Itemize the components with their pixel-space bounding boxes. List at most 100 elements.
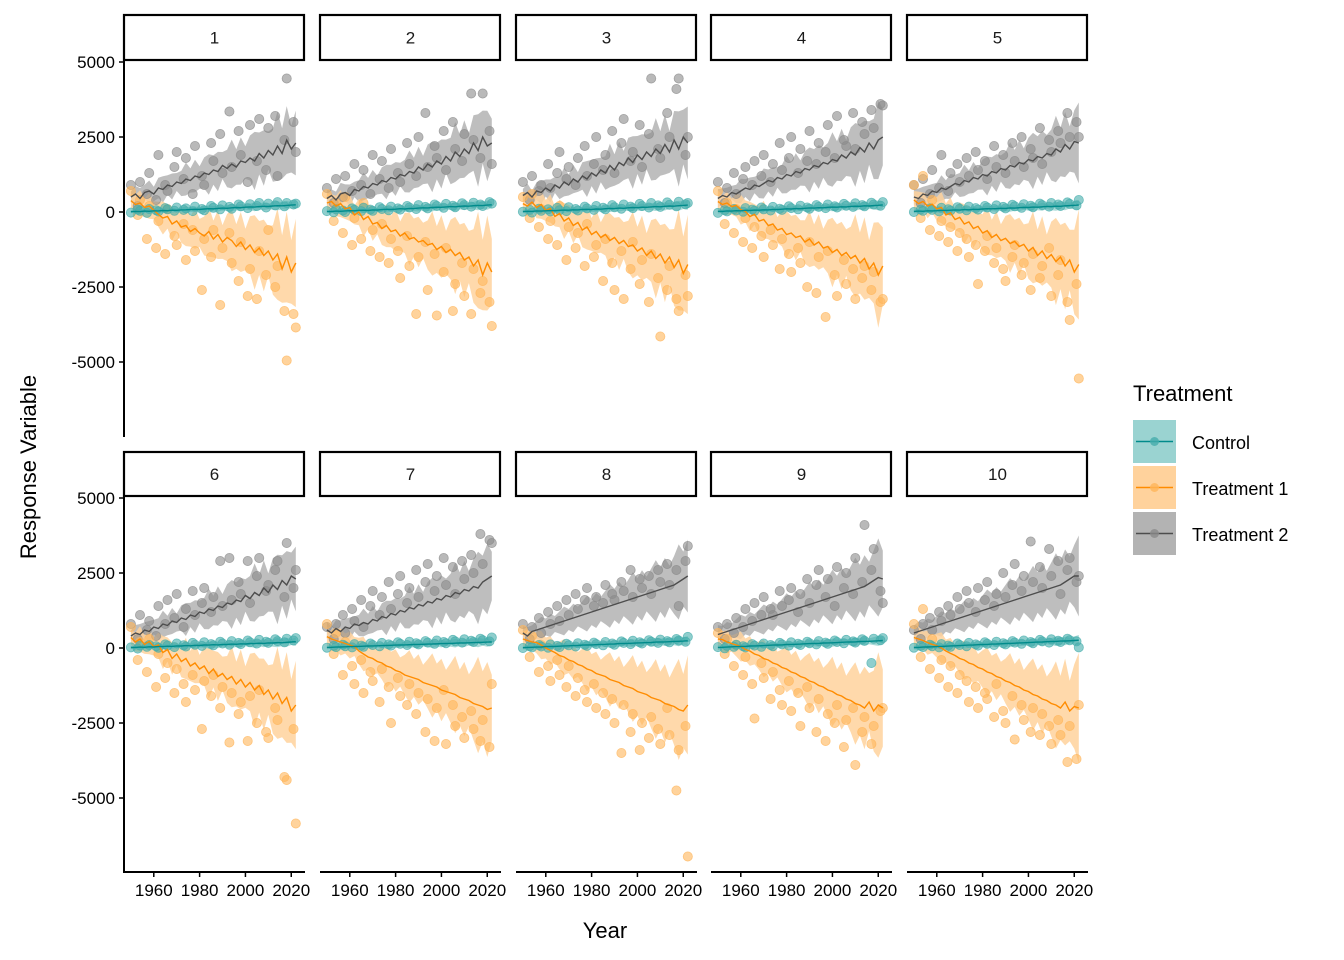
point-treatment-1 (385, 718, 396, 729)
point-treatment-1 (374, 697, 385, 708)
point-treatment-1 (561, 682, 572, 693)
point-treatment-1 (383, 682, 394, 693)
point-treatment-2 (936, 149, 947, 160)
point-treatment-2 (215, 556, 226, 567)
point-treatment-2 (208, 155, 219, 166)
point-treatment-1 (422, 284, 433, 295)
line-control (326, 641, 492, 649)
point-treatment-1 (358, 688, 369, 699)
point-treatment-2 (1053, 556, 1064, 567)
point-treatment-1 (356, 655, 367, 666)
point-treatment-2 (671, 565, 682, 576)
point-treatment-1 (272, 715, 283, 726)
point-treatment-1 (973, 703, 984, 714)
point-treatment-2 (254, 553, 265, 564)
facet-panel-6: 6 1960 1980 2000 2020 5000 2500 0 -2500 -5000 (72, 450, 310, 900)
point-treatment-2 (616, 577, 627, 588)
point-treatment-1 (991, 679, 1002, 690)
facet-panel-9: 9 1960 1980 2000 2020 (709, 450, 897, 900)
point-treatment-2 (579, 595, 590, 606)
point-treatment-1 (682, 290, 693, 301)
point-treatment-1 (664, 730, 675, 741)
point-treatment-1 (199, 233, 210, 244)
line-treatment-2 (913, 140, 1080, 200)
line-treatment-2 (717, 576, 884, 636)
point-treatment-1 (738, 236, 749, 247)
point-treatment-2 (875, 586, 886, 597)
facet-strip-label: 2 (406, 29, 415, 48)
point-treatment-2 (662, 108, 673, 119)
point-treatment-1 (422, 694, 433, 705)
point-treatment-1 (457, 712, 468, 723)
point-treatment-1 (224, 737, 235, 748)
point-treatment-1 (758, 251, 769, 262)
point-treatment-1 (402, 700, 413, 711)
point-treatment-1 (208, 224, 219, 235)
point-treatment-2 (413, 592, 424, 603)
point-treatment-2 (330, 619, 341, 630)
point-treatment-1 (337, 670, 348, 681)
point-treatment-2 (162, 595, 173, 606)
point-treatment-2 (365, 188, 376, 199)
point-treatment-2 (1062, 565, 1073, 576)
panel-plot-area (712, 99, 888, 328)
point-treatment-2 (395, 571, 406, 582)
point-treatment-1 (857, 727, 868, 738)
point-treatment-1 (634, 745, 645, 756)
point-treatment-2 (457, 556, 468, 567)
point-treatment-1 (756, 230, 767, 241)
line-control (130, 641, 296, 649)
point-treatment-2 (877, 100, 888, 111)
facet-panel-5: 5 (905, 13, 1089, 384)
point-treatment-2 (153, 149, 164, 160)
point-treatment-1 (579, 260, 590, 271)
point-treatment-2 (673, 601, 684, 612)
point-treatment-1 (392, 245, 403, 256)
facet-strip-label: 4 (797, 29, 806, 48)
point-control (1073, 642, 1084, 653)
point-treatment-1 (447, 700, 458, 711)
point-treatment-2 (404, 583, 415, 594)
point-treatment-1 (680, 721, 691, 732)
point-treatment-2 (486, 158, 497, 169)
point-treatment-2 (637, 583, 648, 594)
point-treatment-2 (970, 607, 981, 618)
panel-plot-area (712, 520, 888, 771)
facet-panel-2: 2 (318, 13, 502, 331)
point-treatment-1 (261, 269, 272, 280)
point-treatment-1 (125, 622, 136, 633)
point-treatment-1 (829, 269, 840, 280)
legend-key-point (1150, 529, 1159, 538)
facet-strip-label: 9 (797, 465, 806, 484)
legend-key-point (1150, 483, 1159, 492)
point-treatment-2 (552, 601, 563, 612)
point-treatment-2 (447, 117, 458, 128)
point-treatment-2 (802, 155, 813, 166)
point-treatment-1 (793, 688, 804, 699)
point-treatment-2 (1025, 536, 1036, 547)
point-treatment-1 (254, 245, 265, 256)
point-treatment-2 (927, 164, 938, 175)
facet-panel-4: 4 (709, 13, 893, 328)
point-treatment-2 (832, 562, 843, 573)
point-treatment-2 (429, 140, 440, 151)
point-treatment-1 (563, 221, 574, 232)
point-treatment-1 (607, 257, 618, 268)
point-treatment-1 (1073, 373, 1084, 384)
point-treatment-2 (395, 176, 406, 187)
facet-strip (318, 13, 502, 62)
point-treatment-2 (376, 155, 387, 166)
point-treatment-1 (1071, 754, 1082, 765)
point-treatment-1 (347, 239, 358, 250)
point-treatment-2 (982, 577, 993, 588)
point-treatment-1 (646, 712, 657, 723)
point-treatment-1 (749, 221, 760, 232)
point-treatment-1 (347, 661, 358, 672)
point-treatment-1 (570, 691, 581, 702)
point-treatment-1 (1064, 721, 1075, 732)
point-treatment-1 (1018, 257, 1029, 268)
point-treatment-2 (813, 565, 824, 576)
panel-plot-area (908, 535, 1084, 768)
point-treatment-1 (251, 718, 262, 729)
line-control (717, 204, 883, 213)
